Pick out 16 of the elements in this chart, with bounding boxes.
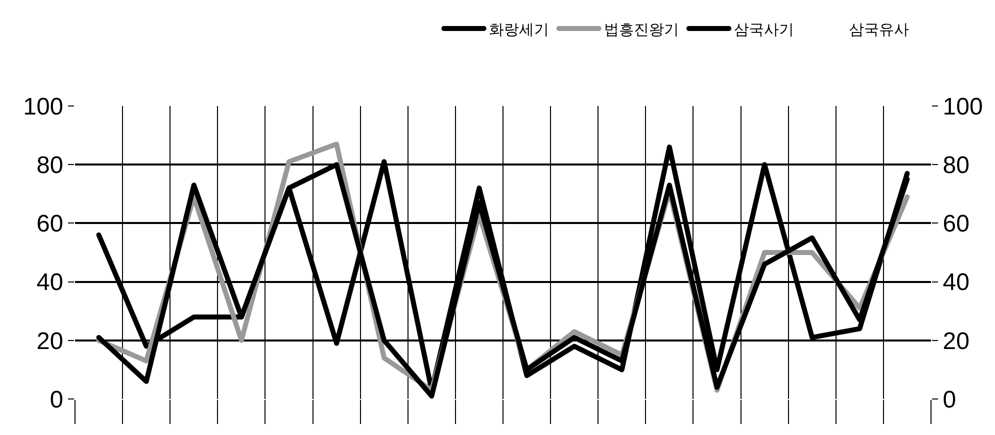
y2-tick-label: 60 [942,210,970,238]
y-tick-label: 80 [36,152,64,179]
y-tick-label: 100 [23,93,64,120]
text: 삼국유사 [848,20,909,38]
y-tick-label: 20 [36,328,64,355]
legend-label: 삼국사기 [734,20,794,38]
y2-tick-label: 100 [942,93,983,120]
y-tick-label: 60 [36,210,64,238]
y2-tick-label: 80 [942,152,970,179]
y2-tick-label: 0 [942,386,956,414]
y2-tick-label: 20 [942,328,970,355]
legend-label: 화랑세기 [488,20,549,38]
y2-tick-label: 40 [942,269,970,296]
legend-label: 법흥진왕기 [604,20,679,38]
y-tick-label: 40 [36,269,64,296]
y-tick-label: 0 [50,386,64,414]
